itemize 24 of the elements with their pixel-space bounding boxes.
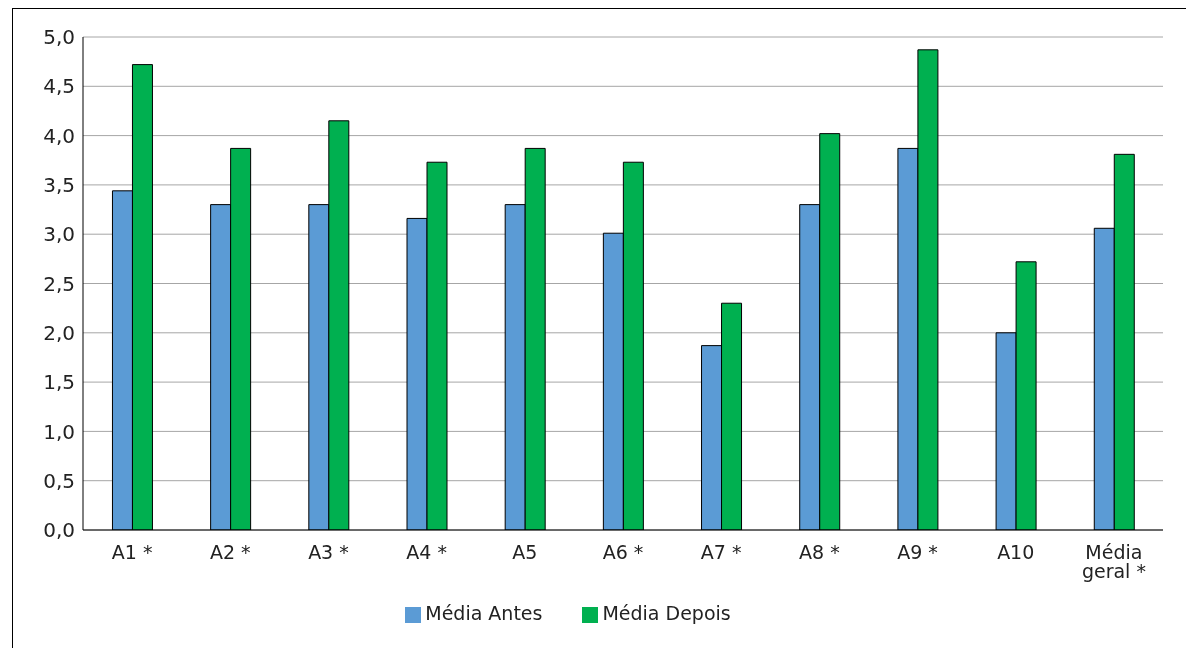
x-tick-label: A7 *	[700, 541, 742, 564]
y-tick-label: 2,5	[43, 271, 75, 296]
x-tick-label: A9 *	[897, 541, 938, 564]
y-tick-label: 3,5	[43, 173, 75, 197]
x-tick-label: A1 *	[111, 541, 153, 564]
y-tick-label: 1,5	[43, 370, 75, 395]
legend-label: Média Depois	[602, 602, 731, 624]
x-tick-label: A8 *	[799, 541, 840, 564]
y-tick-label: 2,0	[43, 320, 75, 345]
x-tick-label: A10	[997, 541, 1035, 564]
y-tick-label: 1,0	[43, 419, 75, 444]
y-tick-label: 4,5	[43, 74, 75, 99]
y-tick-label: 4,0	[43, 123, 75, 148]
x-tick-label: A3 *	[308, 541, 349, 564]
x-tick-label: A5	[512, 541, 538, 564]
y-tick-label: 3,0	[43, 222, 75, 247]
x-tick-label: A2 *	[209, 541, 251, 564]
x-tick-label: A6 *	[602, 541, 644, 564]
legend-label: Média Antes	[425, 602, 543, 624]
x-tick-label: Média geral *	[1081, 541, 1146, 583]
x-tick-label: A4 *	[406, 541, 447, 564]
y-tick-label: 0,0	[43, 518, 75, 543]
y-tick-label: 5,0	[43, 25, 75, 50]
y-tick-label: 0,5	[43, 468, 75, 493]
